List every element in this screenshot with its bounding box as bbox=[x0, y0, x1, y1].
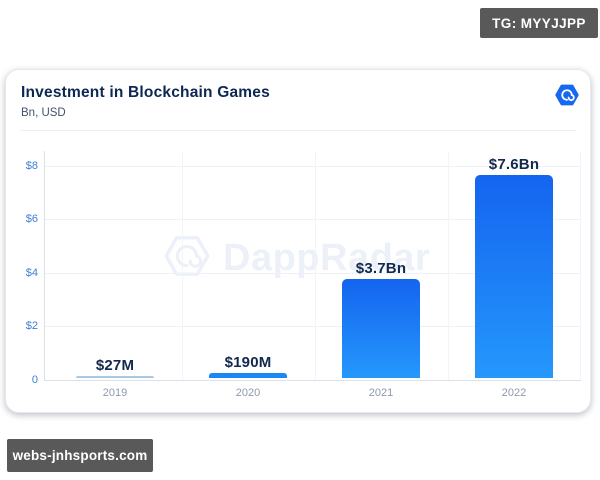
y-axis-line bbox=[44, 151, 45, 381]
value-label-2019: $27M bbox=[95, 357, 135, 374]
chart-card: Investment in Blockchain Games Bn, USD D… bbox=[5, 69, 591, 413]
gridline-v3 bbox=[448, 151, 449, 380]
gridline-6 bbox=[45, 219, 581, 220]
chart-title: Investment in Blockchain Games bbox=[21, 84, 270, 101]
y-tick-0: 0 bbox=[31, 374, 38, 386]
gridline-4 bbox=[45, 273, 581, 274]
gridline-v1 bbox=[182, 151, 183, 380]
site-badge: webs-jnhsports.com bbox=[7, 439, 153, 472]
y-tick-4: $4 bbox=[25, 267, 38, 279]
header-divider bbox=[20, 130, 576, 131]
y-tick-2: $2 bbox=[25, 320, 38, 332]
x-tick-2019: 2019 bbox=[102, 387, 128, 399]
value-label-2021: $3.7Bn bbox=[355, 260, 407, 277]
y-tick-6: $6 bbox=[25, 213, 38, 225]
gridline-v2 bbox=[315, 151, 316, 380]
x-tick-2021: 2021 bbox=[368, 387, 394, 399]
telegram-badge: TG: MYYJJPP bbox=[480, 8, 598, 38]
bar-2020 bbox=[209, 373, 287, 378]
dappradar-logo-icon bbox=[554, 82, 580, 108]
value-label-2022: $7.6Bn bbox=[488, 156, 540, 173]
bar-2022 bbox=[475, 175, 553, 378]
gridline-2 bbox=[45, 326, 581, 327]
bar-2021 bbox=[342, 279, 420, 378]
chart-subtitle: Bn, USD bbox=[21, 107, 66, 119]
bar-2019 bbox=[76, 376, 154, 378]
x-tick-2020: 2020 bbox=[235, 387, 261, 399]
y-tick-8: $8 bbox=[25, 160, 38, 172]
gridline-8 bbox=[45, 166, 581, 167]
gridline-v4 bbox=[580, 151, 581, 380]
x-axis-line bbox=[44, 380, 581, 381]
value-label-2020: $190M bbox=[224, 354, 272, 371]
x-tick-2022: 2022 bbox=[501, 387, 527, 399]
watermark-hexagon-icon bbox=[161, 230, 213, 287]
